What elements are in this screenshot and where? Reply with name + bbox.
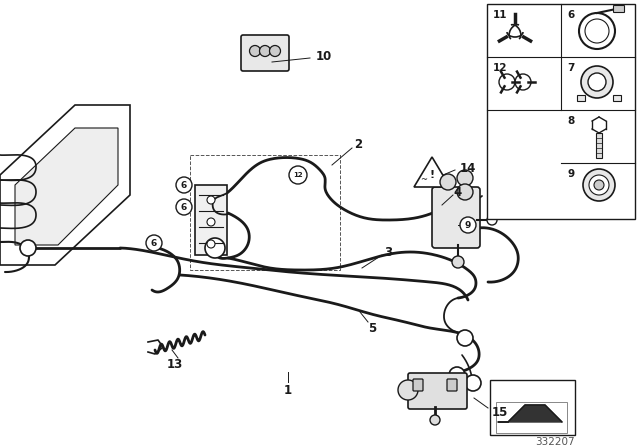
Text: !: !: [429, 170, 435, 180]
Text: 12: 12: [493, 63, 508, 73]
Bar: [496, 402, 567, 433]
Text: 9: 9: [567, 169, 574, 179]
Polygon shape: [0, 105, 130, 265]
Text: 8: 8: [567, 116, 574, 126]
Text: 6: 6: [181, 202, 187, 211]
Text: 6: 6: [151, 238, 157, 247]
FancyBboxPatch shape: [408, 373, 467, 409]
Circle shape: [583, 169, 615, 201]
Text: 10: 10: [316, 49, 332, 63]
FancyBboxPatch shape: [447, 379, 457, 391]
Polygon shape: [15, 128, 118, 245]
Bar: [577, 95, 585, 101]
Circle shape: [207, 240, 215, 248]
Text: ~: ~: [420, 176, 428, 185]
FancyBboxPatch shape: [241, 35, 289, 71]
Circle shape: [146, 235, 162, 251]
Circle shape: [460, 217, 476, 233]
Bar: [596, 133, 602, 158]
Circle shape: [589, 175, 609, 195]
Circle shape: [250, 46, 260, 56]
Bar: [490, 380, 575, 435]
FancyBboxPatch shape: [614, 5, 625, 13]
Text: 13: 13: [167, 358, 183, 371]
Text: 3: 3: [384, 246, 392, 258]
Polygon shape: [414, 157, 450, 187]
Circle shape: [176, 199, 192, 215]
Circle shape: [457, 170, 473, 186]
Circle shape: [207, 218, 215, 226]
Circle shape: [176, 177, 192, 193]
Circle shape: [207, 196, 215, 204]
Text: 332207: 332207: [535, 437, 575, 447]
Circle shape: [440, 174, 456, 190]
Circle shape: [452, 256, 464, 268]
Bar: [613, 95, 621, 101]
Circle shape: [449, 367, 465, 383]
Text: 5: 5: [368, 322, 376, 335]
Text: 1: 1: [284, 383, 292, 396]
Circle shape: [269, 46, 280, 56]
Circle shape: [259, 46, 271, 56]
Circle shape: [289, 166, 307, 184]
Text: 6: 6: [181, 181, 187, 190]
Circle shape: [465, 375, 481, 391]
Text: 2: 2: [354, 138, 362, 151]
Text: 7: 7: [567, 63, 574, 73]
Circle shape: [581, 66, 613, 98]
Text: 11: 11: [493, 10, 508, 20]
Bar: [195, 185, 227, 255]
Circle shape: [398, 380, 418, 400]
Bar: [487, 4, 635, 219]
Text: 9: 9: [465, 220, 471, 229]
Text: 4: 4: [454, 185, 462, 198]
FancyBboxPatch shape: [432, 187, 480, 248]
Circle shape: [457, 184, 473, 200]
Circle shape: [430, 415, 440, 425]
Polygon shape: [498, 405, 562, 422]
Circle shape: [205, 238, 225, 258]
Circle shape: [588, 73, 606, 91]
FancyBboxPatch shape: [413, 379, 423, 391]
Circle shape: [594, 180, 604, 190]
Circle shape: [457, 330, 473, 346]
Text: 6: 6: [567, 10, 574, 20]
Text: 15: 15: [492, 405, 508, 418]
Text: 12: 12: [293, 172, 303, 178]
Text: 14: 14: [460, 161, 476, 175]
Circle shape: [20, 240, 36, 256]
Circle shape: [487, 215, 497, 225]
